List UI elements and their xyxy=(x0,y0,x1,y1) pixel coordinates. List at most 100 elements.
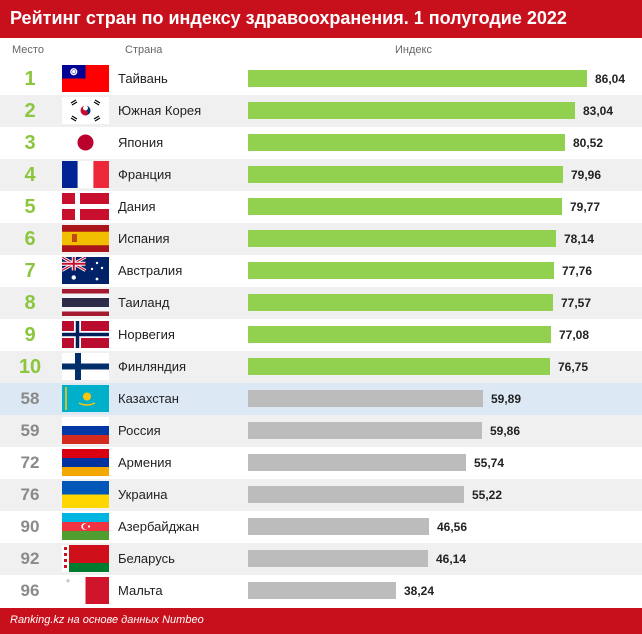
chart-row: 96 Мальта 38,24 xyxy=(0,575,642,607)
russia-flag-icon xyxy=(62,417,109,444)
chart-row: 4 Франция 79,96 xyxy=(0,159,642,191)
country-label: Казахстан xyxy=(118,391,179,406)
country-label: Мальта xyxy=(118,583,163,598)
chart-row: 3 Япония 80,52 xyxy=(0,127,642,159)
chart-row: 2 Южная Корея 83,04 xyxy=(0,95,642,127)
rank-label: 92 xyxy=(20,549,40,568)
bar xyxy=(248,166,563,183)
finland-flag-icon xyxy=(62,353,109,380)
value-label: 59,86 xyxy=(490,424,521,438)
chart-row: 8 Таиланд 77,57 xyxy=(0,287,642,319)
chart-row: 7 Австралия 77,76 xyxy=(0,255,642,287)
azerbaijan-flag-icon xyxy=(62,513,109,540)
value-label: 55,74 xyxy=(474,456,505,470)
header-banner: Рейтинг стран по индексу здравоохранения… xyxy=(0,0,642,38)
country-label: Дания xyxy=(118,199,156,214)
kazakhstan-flag-icon xyxy=(62,385,109,412)
country-label: Австралия xyxy=(118,263,183,278)
chart-row: 59 Россия 59,86 xyxy=(0,415,642,447)
chart-row: 72 Армения 55,74 xyxy=(0,447,642,479)
chart-row: 6 Испания 78,14 xyxy=(0,223,642,255)
bar xyxy=(248,486,464,503)
bar xyxy=(248,358,550,375)
bar xyxy=(248,454,466,471)
chart-row: 5 Дания 79,77 xyxy=(0,191,642,223)
value-label: 77,76 xyxy=(562,264,593,278)
rank-label: 1 xyxy=(24,68,36,90)
bar xyxy=(248,422,482,439)
chart-row: 9 Норвегия 77,08 xyxy=(0,319,642,351)
bar xyxy=(248,70,587,87)
south-korea-flag-icon xyxy=(62,97,109,124)
bar xyxy=(248,390,483,407)
spain-flag-icon xyxy=(62,225,109,252)
rank-label: 10 xyxy=(18,356,42,378)
footer-banner: Ranking.kz на основе данных Numbeo xyxy=(0,608,642,634)
rank-label: 8 xyxy=(24,292,36,314)
taiwan-flag-icon xyxy=(62,65,109,92)
value-label: 59,89 xyxy=(491,392,522,406)
bar xyxy=(248,550,428,567)
bar xyxy=(248,230,556,247)
bar xyxy=(248,198,562,215)
bar xyxy=(248,518,429,535)
chart-row: 1 Тайвань 86,04 xyxy=(0,63,642,95)
rank-label: 6 xyxy=(24,228,36,250)
chart-title: Рейтинг стран по индексу здравоохранения… xyxy=(10,8,567,28)
bar xyxy=(248,262,554,279)
country-label: Россия xyxy=(118,423,161,438)
country-label: Украина xyxy=(118,487,168,502)
country-label: Тайвань xyxy=(118,71,168,86)
value-label: 79,77 xyxy=(570,200,601,214)
australia-flag-icon xyxy=(61,255,109,284)
japan-flag-icon xyxy=(62,129,109,156)
malta-flag-icon xyxy=(62,577,109,604)
rank-label: 96 xyxy=(20,581,40,600)
country-label: Армения xyxy=(118,455,172,470)
country-label: Таиланд xyxy=(118,295,170,310)
norway-flag-icon xyxy=(62,321,109,348)
country-label: Япония xyxy=(118,135,164,150)
rank-label: 90 xyxy=(20,517,40,536)
country-label: Франция xyxy=(118,167,172,182)
rank-label: 9 xyxy=(24,324,36,346)
rank-label: 7 xyxy=(24,260,36,282)
country-label: Азербайджан xyxy=(118,519,200,534)
chart-row: 92 Беларусь 46,14 xyxy=(0,543,642,575)
chart-row: 10 Финляндия 76,75 xyxy=(0,351,642,383)
value-label: 46,14 xyxy=(436,552,467,566)
country-label: Финляндия xyxy=(118,359,187,374)
value-label: 86,04 xyxy=(595,72,626,86)
column-header-country: Страна xyxy=(125,44,163,56)
value-label: 76,75 xyxy=(558,360,589,374)
bar xyxy=(248,134,565,151)
bar xyxy=(248,326,551,343)
value-label: 46,56 xyxy=(437,520,468,534)
chart-row: 58 Казахстан 59,89 xyxy=(0,383,642,415)
bar xyxy=(248,102,575,119)
country-label: Норвегия xyxy=(118,327,175,342)
country-label: Южная Корея xyxy=(118,103,202,118)
bar xyxy=(248,294,553,311)
country-label: Беларусь xyxy=(118,551,175,566)
value-label: 38,24 xyxy=(404,584,435,598)
column-header-rank: Место xyxy=(12,44,44,56)
armenia-flag-icon xyxy=(62,449,109,476)
rank-label: 5 xyxy=(24,196,36,218)
belarus-flag-icon xyxy=(62,545,109,572)
rank-label: 3 xyxy=(24,132,36,154)
chart-row: 90 Азербайджан 46,56 xyxy=(0,511,642,543)
rank-label: 72 xyxy=(20,453,40,472)
column-header-index: Индекс xyxy=(395,44,432,56)
value-label: 80,52 xyxy=(573,136,604,150)
source-note: Ranking.kz на основе данных Numbeo xyxy=(10,614,204,626)
rank-label: 58 xyxy=(20,389,40,408)
value-label: 79,96 xyxy=(571,168,602,182)
rank-label: 4 xyxy=(24,164,36,186)
value-label: 55,22 xyxy=(472,488,503,502)
thailand-flag-icon xyxy=(62,289,109,316)
ukraine-flag-icon xyxy=(62,481,109,508)
value-label: 83,04 xyxy=(583,104,614,118)
rank-label: 59 xyxy=(20,421,40,440)
country-label: Испания xyxy=(118,231,170,246)
